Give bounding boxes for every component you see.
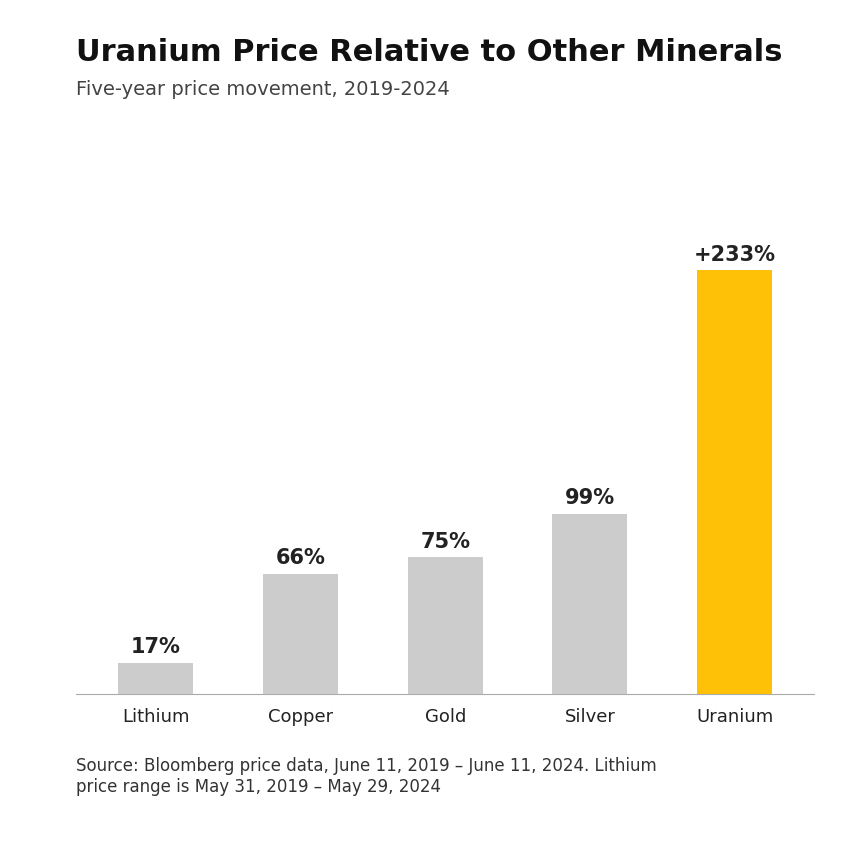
- Bar: [408, 558, 483, 694]
- Bar: [697, 270, 773, 694]
- Text: +233%: +233%: [694, 244, 776, 265]
- Text: 66%: 66%: [276, 548, 326, 569]
- Text: 99%: 99%: [565, 488, 615, 508]
- Bar: [263, 574, 338, 694]
- Text: 75%: 75%: [421, 532, 470, 552]
- Text: Source: Bloomberg price data, June 11, 2019 – June 11, 2024. Lithium
price range: Source: Bloomberg price data, June 11, 2…: [76, 757, 657, 796]
- Text: Uranium Price Relative to Other Minerals: Uranium Price Relative to Other Minerals: [76, 38, 783, 67]
- Text: Five-year price movement, 2019-2024: Five-year price movement, 2019-2024: [76, 80, 450, 99]
- Text: 17%: 17%: [131, 637, 181, 657]
- Bar: [118, 662, 193, 694]
- Bar: [552, 514, 628, 694]
